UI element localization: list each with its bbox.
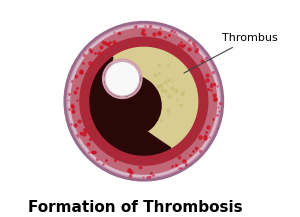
Ellipse shape [97, 74, 162, 137]
Polygon shape [90, 57, 171, 155]
Text: Thrombus: Thrombus [184, 33, 278, 73]
Circle shape [79, 37, 208, 166]
Circle shape [105, 61, 140, 96]
Circle shape [65, 22, 223, 180]
Text: Formation of Thrombosis: Formation of Thrombosis [28, 200, 242, 215]
Circle shape [68, 25, 220, 178]
Circle shape [70, 28, 218, 175]
Circle shape [90, 47, 198, 155]
Polygon shape [110, 47, 198, 148]
